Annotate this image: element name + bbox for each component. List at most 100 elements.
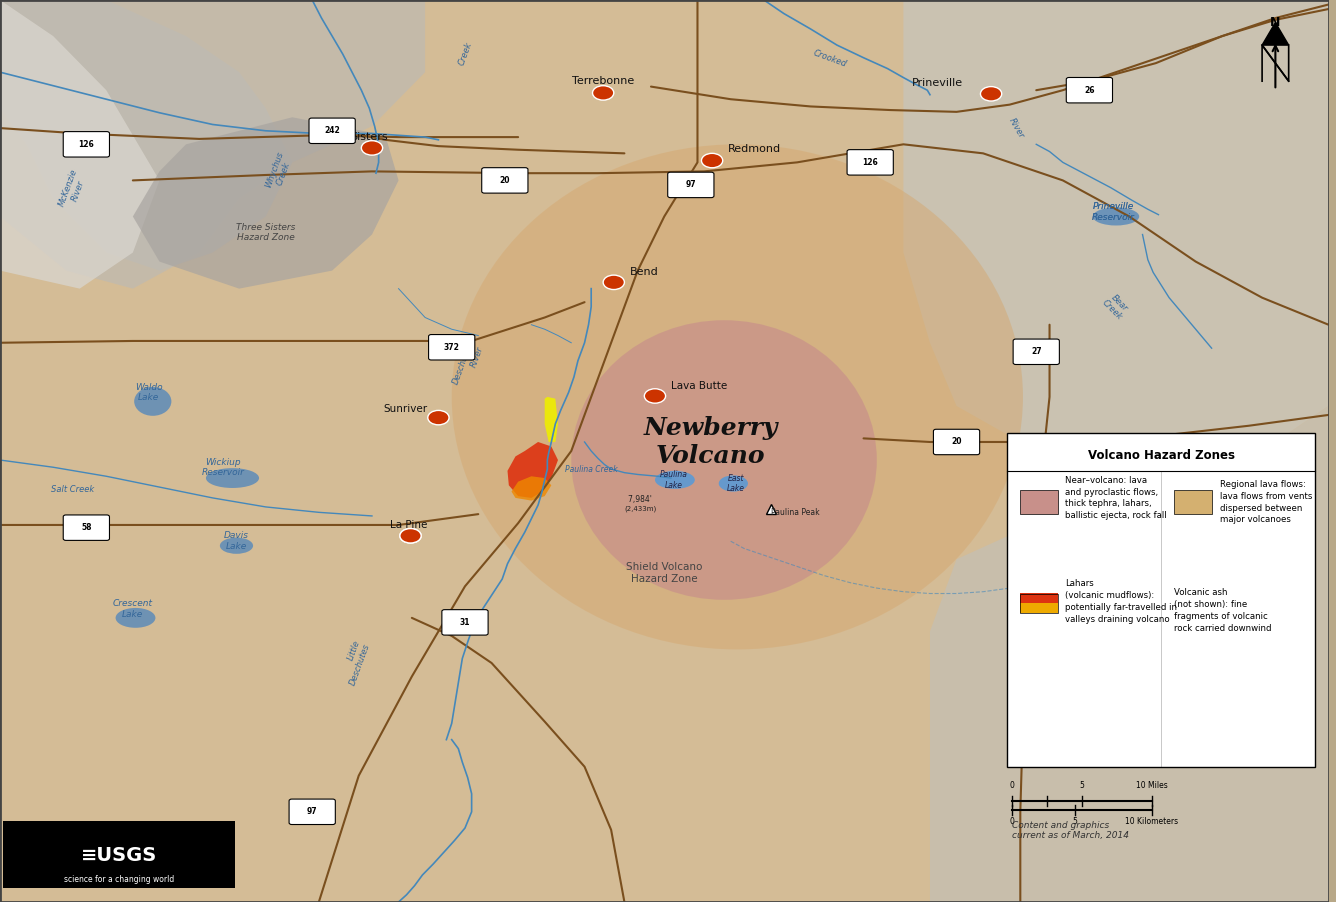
Text: Sisters: Sisters bbox=[350, 132, 387, 143]
Text: East
Lake: East Lake bbox=[727, 474, 745, 493]
FancyBboxPatch shape bbox=[934, 429, 979, 455]
Text: Little
Deschutes: Little Deschutes bbox=[339, 639, 371, 687]
FancyBboxPatch shape bbox=[668, 172, 713, 198]
Circle shape bbox=[428, 410, 449, 425]
Ellipse shape bbox=[719, 475, 748, 492]
Ellipse shape bbox=[116, 608, 155, 628]
Text: 10 Miles: 10 Miles bbox=[1136, 781, 1168, 790]
Ellipse shape bbox=[452, 144, 1023, 649]
Text: Paulina Peak: Paulina Peak bbox=[771, 508, 819, 517]
Circle shape bbox=[701, 153, 723, 168]
Text: Bear
Creek: Bear Creek bbox=[1101, 291, 1132, 322]
Text: Whychus
Creek: Whychus Creek bbox=[263, 151, 295, 192]
Text: Lava Butte: Lava Butte bbox=[671, 381, 727, 391]
Text: La Pine: La Pine bbox=[390, 520, 428, 530]
Text: Crescent
Lake: Crescent Lake bbox=[112, 599, 152, 619]
Text: Prineville: Prineville bbox=[912, 78, 963, 88]
FancyBboxPatch shape bbox=[429, 335, 474, 360]
Polygon shape bbox=[508, 442, 558, 498]
Circle shape bbox=[981, 87, 1002, 101]
Text: 97: 97 bbox=[685, 180, 696, 189]
Circle shape bbox=[603, 275, 624, 290]
FancyBboxPatch shape bbox=[482, 168, 528, 193]
Text: Near–volcano: lava
and pyroclastic flows,
thick tephra, lahars,
ballistic ejecta: Near–volcano: lava and pyroclastic flows… bbox=[1066, 475, 1168, 520]
Polygon shape bbox=[903, 0, 1328, 469]
FancyBboxPatch shape bbox=[289, 799, 335, 824]
Bar bbox=[1021, 603, 1058, 613]
Circle shape bbox=[399, 529, 421, 543]
Text: 26: 26 bbox=[1083, 86, 1094, 95]
FancyBboxPatch shape bbox=[442, 610, 488, 635]
Text: 5: 5 bbox=[1073, 817, 1078, 826]
Ellipse shape bbox=[1093, 207, 1140, 226]
Polygon shape bbox=[0, 0, 293, 271]
Ellipse shape bbox=[206, 468, 259, 488]
Bar bbox=[1021, 593, 1058, 603]
Text: Lahars
(volcanic mudflows):
potentially far-travelled in
valleys draining volcan: Lahars (volcanic mudflows): potentially … bbox=[1066, 579, 1177, 623]
Text: 372: 372 bbox=[444, 343, 460, 352]
Text: 97: 97 bbox=[307, 807, 318, 816]
Text: Three Sisters
Hazard Zone: Three Sisters Hazard Zone bbox=[236, 223, 295, 243]
Text: Volcanic ash
(not shown): fine
fragments of volcanic
rock carried downwind: Volcanic ash (not shown): fine fragments… bbox=[1174, 588, 1272, 632]
Ellipse shape bbox=[134, 387, 171, 416]
Text: Regional lava flows:
lava flows from vents
dispersed between
major volcanoes: Regional lava flows: lava flows from ven… bbox=[1220, 480, 1312, 524]
Polygon shape bbox=[0, 0, 159, 289]
Text: 10 Kilometers: 10 Kilometers bbox=[1125, 817, 1178, 826]
Polygon shape bbox=[1263, 23, 1289, 45]
Text: 20: 20 bbox=[951, 437, 962, 446]
Ellipse shape bbox=[220, 538, 253, 554]
Text: 242: 242 bbox=[325, 126, 339, 135]
Text: 27: 27 bbox=[1031, 347, 1042, 356]
Text: 126: 126 bbox=[862, 158, 878, 167]
Text: Sunriver: Sunriver bbox=[383, 403, 428, 414]
Bar bbox=[1021, 594, 1058, 613]
Text: 5: 5 bbox=[1079, 781, 1085, 790]
Text: Deschutes
River: Deschutes River bbox=[452, 341, 485, 390]
FancyBboxPatch shape bbox=[309, 118, 355, 143]
Polygon shape bbox=[545, 397, 558, 442]
Bar bbox=[1021, 491, 1058, 514]
FancyBboxPatch shape bbox=[1007, 433, 1315, 767]
Polygon shape bbox=[930, 406, 1328, 902]
Bar bbox=[1174, 491, 1212, 514]
Text: 0: 0 bbox=[1010, 781, 1015, 790]
Text: Prineville
Reservoir: Prineville Reservoir bbox=[1092, 202, 1134, 222]
Polygon shape bbox=[512, 476, 552, 501]
FancyBboxPatch shape bbox=[847, 150, 894, 175]
Text: 20: 20 bbox=[500, 176, 510, 185]
Bar bbox=[3, 821, 235, 888]
Text: 31: 31 bbox=[460, 618, 470, 627]
Text: 7,984': 7,984' bbox=[628, 495, 656, 504]
FancyBboxPatch shape bbox=[63, 515, 110, 540]
Text: Newberry
Volcano: Newberry Volcano bbox=[644, 416, 778, 468]
Text: science for a changing world: science for a changing world bbox=[64, 875, 175, 884]
Polygon shape bbox=[0, 0, 425, 289]
Text: Paulina Creek: Paulina Creek bbox=[565, 465, 617, 474]
Circle shape bbox=[361, 141, 382, 155]
Text: Shield Volcano
Hazard Zone: Shield Volcano Hazard Zone bbox=[627, 562, 703, 584]
Text: Salt Creek: Salt Creek bbox=[52, 485, 95, 494]
Text: Paulina
Lake: Paulina Lake bbox=[660, 470, 688, 490]
Text: River: River bbox=[1007, 116, 1026, 140]
Text: McKenzie
River: McKenzie River bbox=[57, 168, 90, 211]
Circle shape bbox=[399, 529, 421, 543]
FancyBboxPatch shape bbox=[1013, 339, 1059, 364]
Text: N: N bbox=[1271, 16, 1281, 29]
Text: Redmond: Redmond bbox=[728, 143, 782, 154]
Text: 0: 0 bbox=[1010, 817, 1015, 826]
Text: ≡USGS: ≡USGS bbox=[81, 845, 158, 865]
Text: 58: 58 bbox=[81, 523, 92, 532]
Text: Waldo
Lake: Waldo Lake bbox=[135, 382, 163, 402]
Ellipse shape bbox=[655, 471, 695, 489]
FancyBboxPatch shape bbox=[63, 132, 110, 157]
Text: Content and graphics
current as of March, 2014: Content and graphics current as of March… bbox=[1013, 821, 1129, 841]
Circle shape bbox=[593, 86, 613, 100]
Text: Terrebonne: Terrebonne bbox=[572, 76, 635, 87]
Text: (2,433m): (2,433m) bbox=[624, 505, 656, 512]
Text: Prineville
Reservoir: Prineville Reservoir bbox=[1092, 202, 1134, 222]
Text: Wickiup
Reservoir: Wickiup Reservoir bbox=[202, 457, 244, 477]
Text: 126: 126 bbox=[79, 140, 95, 149]
Circle shape bbox=[644, 389, 665, 403]
Text: Davis
Lake: Davis Lake bbox=[224, 531, 248, 551]
FancyBboxPatch shape bbox=[1066, 78, 1113, 103]
